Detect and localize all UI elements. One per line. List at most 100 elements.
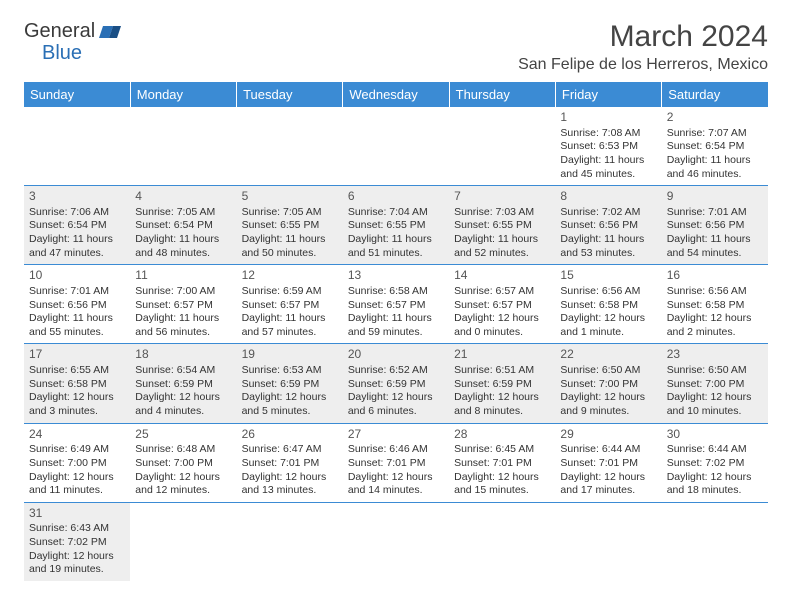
day-info-line: Sunset: 6:57 PM <box>348 299 444 313</box>
day-number: 10 <box>29 268 125 284</box>
day-info-line: Sunset: 7:01 PM <box>454 457 550 471</box>
day-number: 5 <box>242 189 338 205</box>
day-info-line: Daylight: 12 hours <box>667 391 763 405</box>
calendar-week: 3Sunrise: 7:06 AMSunset: 6:54 PMDaylight… <box>24 186 768 265</box>
logo-text-1: General <box>24 20 95 43</box>
day-info-line: Sunset: 6:59 PM <box>348 378 444 392</box>
day-number: 13 <box>348 268 444 284</box>
day-info-line: Sunrise: 7:08 AM <box>560 127 656 141</box>
calendar-cell: 1Sunrise: 7:08 AMSunset: 6:53 PMDaylight… <box>555 107 661 186</box>
logo-text-2: Blue <box>42 42 82 65</box>
day-number: 22 <box>560 347 656 363</box>
day-info-line: Daylight: 11 hours <box>242 233 338 247</box>
calendar-cell <box>343 107 449 186</box>
calendar-cell: 2Sunrise: 7:07 AMSunset: 6:54 PMDaylight… <box>662 107 768 186</box>
day-info-line: Sunset: 7:02 PM <box>667 457 763 471</box>
day-info-line: Sunset: 6:59 PM <box>454 378 550 392</box>
calendar-cell: 26Sunrise: 6:47 AMSunset: 7:01 PMDayligh… <box>237 423 343 502</box>
day-info-line: Sunset: 6:59 PM <box>135 378 231 392</box>
day-info-line: Daylight: 11 hours <box>348 312 444 326</box>
day-info-line: Sunrise: 6:56 AM <box>560 285 656 299</box>
day-info-line: Sunrise: 6:57 AM <box>454 285 550 299</box>
day-info-line: Sunset: 7:00 PM <box>135 457 231 471</box>
day-header-row: SundayMondayTuesdayWednesdayThursdayFrid… <box>24 82 768 107</box>
day-info-line: Sunset: 7:00 PM <box>560 378 656 392</box>
day-info-line: and 11 minutes. <box>29 484 125 498</box>
header: General March 2024 San Felipe de los Her… <box>24 20 768 74</box>
day-info-line: and 55 minutes. <box>29 326 125 340</box>
calendar-cell: 20Sunrise: 6:52 AMSunset: 6:59 PMDayligh… <box>343 344 449 423</box>
day-info-line: and 12 minutes. <box>135 484 231 498</box>
day-number: 23 <box>667 347 763 363</box>
day-info-line: Sunrise: 6:46 AM <box>348 443 444 457</box>
day-info-line: Sunset: 7:00 PM <box>667 378 763 392</box>
day-info-line: Sunset: 6:56 PM <box>29 299 125 313</box>
day-info-line: and 10 minutes. <box>667 405 763 419</box>
calendar-week: 24Sunrise: 6:49 AMSunset: 7:00 PMDayligh… <box>24 423 768 502</box>
calendar-cell <box>237 502 343 581</box>
day-number: 20 <box>348 347 444 363</box>
day-info-line: Sunrise: 6:44 AM <box>560 443 656 457</box>
day-info-line: Sunrise: 7:04 AM <box>348 206 444 220</box>
calendar-table: SundayMondayTuesdayWednesdayThursdayFrid… <box>24 82 768 581</box>
day-info-line: Daylight: 12 hours <box>667 312 763 326</box>
day-info-line: Sunrise: 6:44 AM <box>667 443 763 457</box>
logo: General <box>24 20 121 43</box>
day-info-line: Sunset: 6:54 PM <box>29 219 125 233</box>
calendar-cell: 24Sunrise: 6:49 AMSunset: 7:00 PMDayligh… <box>24 423 130 502</box>
calendar-cell <box>130 502 236 581</box>
day-info-line: Sunset: 7:01 PM <box>560 457 656 471</box>
calendar-body: 1Sunrise: 7:08 AMSunset: 6:53 PMDaylight… <box>24 107 768 581</box>
day-info-line: Daylight: 12 hours <box>454 391 550 405</box>
calendar-cell: 15Sunrise: 6:56 AMSunset: 6:58 PMDayligh… <box>555 265 661 344</box>
calendar-cell: 4Sunrise: 7:05 AMSunset: 6:54 PMDaylight… <box>130 186 236 265</box>
day-info-line: Sunrise: 6:47 AM <box>242 443 338 457</box>
day-number: 18 <box>135 347 231 363</box>
day-number: 15 <box>560 268 656 284</box>
day-info-line: Daylight: 12 hours <box>560 391 656 405</box>
day-info-line: Daylight: 11 hours <box>454 233 550 247</box>
calendar-cell: 3Sunrise: 7:06 AMSunset: 6:54 PMDaylight… <box>24 186 130 265</box>
day-header: Saturday <box>662 82 768 107</box>
day-number: 27 <box>348 427 444 443</box>
calendar-cell: 23Sunrise: 6:50 AMSunset: 7:00 PMDayligh… <box>662 344 768 423</box>
calendar-cell: 13Sunrise: 6:58 AMSunset: 6:57 PMDayligh… <box>343 265 449 344</box>
calendar-week: 1Sunrise: 7:08 AMSunset: 6:53 PMDaylight… <box>24 107 768 186</box>
day-info-line: Sunrise: 6:55 AM <box>29 364 125 378</box>
calendar-cell: 8Sunrise: 7:02 AMSunset: 6:56 PMDaylight… <box>555 186 661 265</box>
day-info-line: and 18 minutes. <box>667 484 763 498</box>
day-info-line: Daylight: 11 hours <box>135 312 231 326</box>
calendar-cell: 25Sunrise: 6:48 AMSunset: 7:00 PMDayligh… <box>130 423 236 502</box>
day-info-line: and 0 minutes. <box>454 326 550 340</box>
day-info-line: Sunrise: 6:45 AM <box>454 443 550 457</box>
day-info-line: and 5 minutes. <box>242 405 338 419</box>
day-info-line: and 51 minutes. <box>348 247 444 261</box>
day-info-line: Sunrise: 6:50 AM <box>667 364 763 378</box>
day-info-line: and 4 minutes. <box>135 405 231 419</box>
day-info-line: and 50 minutes. <box>242 247 338 261</box>
calendar-cell: 21Sunrise: 6:51 AMSunset: 6:59 PMDayligh… <box>449 344 555 423</box>
calendar-cell <box>662 502 768 581</box>
day-info-line: and 47 minutes. <box>29 247 125 261</box>
day-info-line: Sunrise: 7:02 AM <box>560 206 656 220</box>
day-info-line: and 53 minutes. <box>560 247 656 261</box>
day-info-line: and 19 minutes. <box>29 563 125 577</box>
logo-flag-icon <box>99 24 121 40</box>
day-header: Thursday <box>449 82 555 107</box>
calendar-cell <box>237 107 343 186</box>
day-info-line: Sunset: 6:55 PM <box>348 219 444 233</box>
day-info-line: Daylight: 12 hours <box>29 550 125 564</box>
day-number: 24 <box>29 427 125 443</box>
day-number: 11 <box>135 268 231 284</box>
day-info-line: Daylight: 12 hours <box>135 471 231 485</box>
day-info-line: and 45 minutes. <box>560 168 656 182</box>
day-number: 8 <box>560 189 656 205</box>
day-info-line: Sunrise: 7:00 AM <box>135 285 231 299</box>
day-info-line: Sunset: 6:57 PM <box>242 299 338 313</box>
day-info-line: Daylight: 11 hours <box>667 154 763 168</box>
location: San Felipe de los Herreros, Mexico <box>518 56 768 74</box>
calendar-cell <box>343 502 449 581</box>
day-info-line: and 9 minutes. <box>560 405 656 419</box>
day-header: Friday <box>555 82 661 107</box>
calendar-cell: 17Sunrise: 6:55 AMSunset: 6:58 PMDayligh… <box>24 344 130 423</box>
